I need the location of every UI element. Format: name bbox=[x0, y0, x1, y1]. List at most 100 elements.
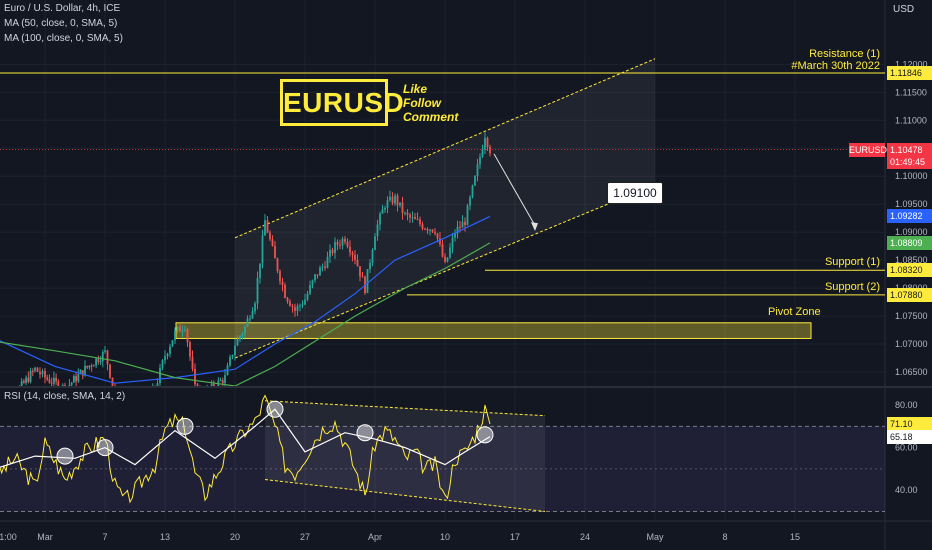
candle-body bbox=[75, 376, 78, 382]
candle-body bbox=[284, 284, 286, 298]
candle-body bbox=[376, 224, 379, 237]
candle-body bbox=[231, 355, 234, 357]
candle-body bbox=[256, 278, 259, 304]
ma50-legend: MA (50, close, 0, SMA, 5) bbox=[4, 18, 118, 29]
candle-body bbox=[266, 220, 269, 233]
resistance1-tag: 1.11846 bbox=[887, 65, 932, 80]
projection-arrowhead bbox=[531, 222, 538, 232]
candle-body bbox=[471, 185, 474, 198]
candle-body bbox=[194, 368, 196, 385]
candle-body bbox=[349, 246, 351, 253]
candle-body bbox=[384, 207, 386, 210]
candle-body bbox=[329, 249, 331, 257]
candle-body bbox=[215, 389, 217, 390]
ma100-legend: MA (100, close, 0, SMA, 5) bbox=[4, 33, 123, 44]
candle-body bbox=[196, 384, 199, 386]
candle-body bbox=[1, 412, 3, 413]
candle-body bbox=[134, 405, 136, 412]
candle-body bbox=[424, 228, 426, 230]
candle-body bbox=[431, 229, 434, 232]
support2-tag: 1.07880 bbox=[887, 287, 932, 302]
candle-body bbox=[309, 285, 311, 294]
rsi-marker-2 bbox=[176, 417, 194, 435]
candle-body bbox=[84, 365, 86, 376]
candle-body bbox=[274, 245, 276, 259]
candle-body bbox=[324, 266, 326, 268]
time-tick-4: 20 bbox=[230, 532, 240, 542]
rsi-line bbox=[0, 394, 491, 504]
candle-body bbox=[344, 238, 346, 242]
candle-body bbox=[88, 365, 91, 368]
level-label-2: Support (2) bbox=[825, 281, 880, 293]
ma100-tag: 1.08809 bbox=[887, 235, 932, 250]
time-tick-11: 8 bbox=[722, 532, 727, 542]
candle-body bbox=[64, 385, 66, 386]
candle-body bbox=[97, 358, 100, 362]
candle-body bbox=[446, 257, 449, 262]
bar-countdown: 01:49:45 bbox=[890, 157, 926, 168]
rsi-marker-0 bbox=[56, 447, 74, 465]
candle-body bbox=[86, 365, 89, 368]
candle-body bbox=[351, 252, 354, 255]
candle-body bbox=[77, 374, 80, 382]
candle-body bbox=[466, 205, 469, 226]
candle-body bbox=[114, 385, 116, 386]
candle-body bbox=[474, 176, 476, 186]
candle-body bbox=[254, 303, 256, 312]
candle-body bbox=[371, 249, 374, 263]
candle-body bbox=[379, 213, 381, 225]
channel-layer bbox=[234, 58, 656, 359]
candle-body bbox=[286, 297, 289, 302]
candle-body bbox=[306, 293, 309, 300]
channel-fill bbox=[235, 58, 655, 359]
candles bbox=[1, 132, 491, 413]
time-tick-6: Apr bbox=[368, 532, 382, 542]
candle-body bbox=[316, 274, 319, 276]
candle-body bbox=[321, 266, 324, 268]
candle-body bbox=[57, 381, 60, 386]
last-price-value: 1.10478 bbox=[890, 145, 923, 156]
moving-averages bbox=[0, 215, 491, 386]
candle-body bbox=[389, 196, 391, 201]
candle-body bbox=[169, 346, 171, 354]
candle-body bbox=[101, 351, 104, 362]
candle-body bbox=[459, 226, 461, 228]
candle-body bbox=[141, 404, 143, 405]
candle-body bbox=[29, 370, 32, 382]
candle-body bbox=[429, 229, 431, 231]
price-tick-2: 1.07500 bbox=[895, 311, 928, 321]
time-tick-2: 7 bbox=[102, 532, 107, 542]
time-tick-7: 10 bbox=[440, 532, 450, 542]
candle-body bbox=[27, 377, 30, 382]
candle-body bbox=[199, 389, 201, 394]
rsi-tick-0: 40.00 bbox=[895, 485, 918, 495]
level-label-0: Resistance (1) bbox=[809, 48, 880, 60]
candle-body bbox=[304, 299, 306, 305]
candle-body bbox=[489, 146, 491, 154]
channel-lower bbox=[234, 184, 656, 359]
candle-body bbox=[219, 380, 222, 382]
candle-body bbox=[411, 217, 414, 219]
candle-body bbox=[336, 242, 339, 245]
candle-body bbox=[191, 356, 194, 369]
candle-body bbox=[3, 406, 5, 412]
candle-body bbox=[289, 301, 291, 306]
candle-body bbox=[164, 356, 166, 361]
candle-body bbox=[421, 224, 424, 229]
time-tick-0: 1:00 bbox=[0, 532, 17, 542]
candle-body bbox=[72, 376, 75, 383]
price-tick-1: 1.07000 bbox=[895, 339, 928, 349]
rsi-panel bbox=[0, 394, 885, 512]
candle-body bbox=[92, 365, 95, 367]
channel-upper bbox=[234, 58, 656, 239]
candle-body bbox=[434, 231, 436, 234]
target-label: 1.09100 bbox=[607, 182, 663, 204]
candle-body bbox=[281, 281, 284, 285]
rsi-marker-4 bbox=[356, 424, 374, 442]
candle-body bbox=[386, 200, 389, 208]
candle-body bbox=[416, 219, 419, 221]
candle-body bbox=[299, 305, 301, 307]
candle-body bbox=[399, 202, 401, 206]
